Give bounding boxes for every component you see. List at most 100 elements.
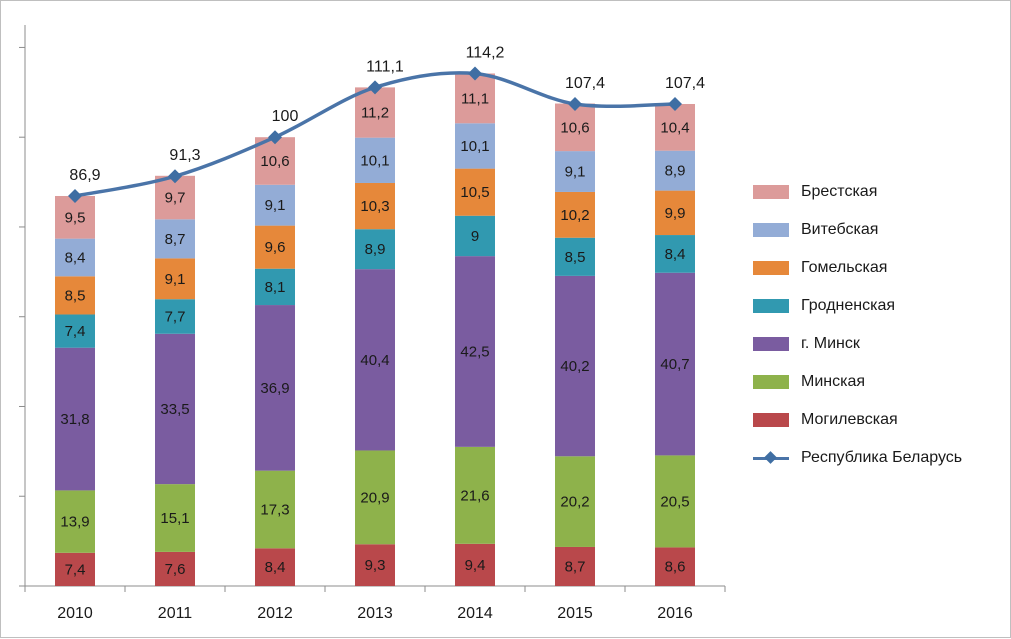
line-point-marker xyxy=(68,188,82,203)
bar-segment xyxy=(55,195,95,239)
bar-value-label: 8,4 xyxy=(265,559,286,576)
legend-swatch xyxy=(753,223,789,237)
line-value-label: 111,1 xyxy=(366,58,404,75)
bar-segment xyxy=(355,137,395,183)
bar-value-label: 40,2 xyxy=(560,358,589,375)
bar-segment xyxy=(255,137,295,185)
bar-segment xyxy=(255,305,295,471)
bar-segment xyxy=(555,103,595,152)
bar-segment xyxy=(255,225,295,269)
x-tick-label: 2011 xyxy=(158,605,193,622)
bar-value-label: 7,4 xyxy=(65,323,86,340)
legend-label: Гомельская xyxy=(801,259,888,276)
bar-value-label: 11,1 xyxy=(461,90,489,107)
bar-value-label: 9,1 xyxy=(265,197,286,214)
bar-value-label: 20,9 xyxy=(360,489,389,506)
bar-segment xyxy=(355,544,395,586)
legend-label: Гродненская xyxy=(801,297,896,314)
bar-value-label: 21,6 xyxy=(460,487,489,504)
legend-item: Брестская xyxy=(753,173,1003,211)
bar-segment xyxy=(155,484,195,552)
legend-swatch xyxy=(753,299,789,313)
bar-value-label: 10,3 xyxy=(360,198,389,215)
line-value-label: 91,3 xyxy=(169,147,200,164)
legend-line-marker xyxy=(753,451,789,465)
bar-segment xyxy=(455,73,495,124)
bar-value-label: 10,4 xyxy=(660,119,689,136)
legend-label: Витебская xyxy=(801,221,879,238)
bar-segment xyxy=(155,219,195,259)
line-point-marker xyxy=(568,96,582,111)
bar-segment xyxy=(555,275,595,457)
bar-segment xyxy=(55,490,95,553)
bar-value-label: 7,4 xyxy=(65,561,86,578)
bar-segment xyxy=(355,229,395,270)
bar-segment xyxy=(355,182,395,230)
bar-value-label: 9,6 xyxy=(265,239,286,256)
bar-value-label: 20,5 xyxy=(660,493,689,510)
bar-value-label: 36,9 xyxy=(260,380,289,397)
bar-value-label: 8,9 xyxy=(365,241,386,258)
bar-segment xyxy=(455,256,495,447)
bar-segment xyxy=(555,237,595,276)
bar-value-label: 31,8 xyxy=(60,411,89,428)
bar-value-label: 8,7 xyxy=(565,558,586,575)
legend-item: Витебская xyxy=(753,211,1003,249)
x-tick-label: 2016 xyxy=(657,605,693,622)
bar-segment xyxy=(155,333,195,485)
bar-value-label: 10,1 xyxy=(360,152,389,169)
bar-value-label: 10,1 xyxy=(460,138,489,155)
bar-value-label: 17,3 xyxy=(260,501,289,518)
bar-value-label: 9,7 xyxy=(165,190,186,207)
bar-value-label: 9,1 xyxy=(565,164,586,181)
bar-value-label: 8,6 xyxy=(665,559,686,576)
bar-value-label: 7,6 xyxy=(165,561,186,578)
x-tick-label: 2010 xyxy=(57,605,93,622)
legend-item: Гомельская xyxy=(753,249,1003,287)
line-point-marker xyxy=(368,80,382,95)
bar-value-label: 11,2 xyxy=(361,105,389,122)
legend-item: г. Минск xyxy=(753,325,1003,363)
bar-value-label: 10,5 xyxy=(460,184,489,201)
legend-item: Гродненская xyxy=(753,287,1003,325)
legend-swatch xyxy=(753,413,789,427)
bar-value-label: 7,7 xyxy=(165,308,186,325)
chart-legend: Брестская Витебская Гомельская Гродненская г… xyxy=(753,173,1003,477)
bar-segment xyxy=(455,215,495,257)
bar-value-label: 10,2 xyxy=(560,207,589,224)
bar-value-label: 9,3 xyxy=(365,557,386,574)
legend-label: г. Минск xyxy=(801,335,860,352)
bar-segment xyxy=(455,168,495,216)
bar-segment xyxy=(655,272,695,456)
line-value-label: 107,4 xyxy=(565,75,605,92)
line-value-label: 114,2 xyxy=(466,44,505,61)
legend-label: Минская xyxy=(801,373,866,390)
line-value-label: 107,4 xyxy=(665,75,705,92)
legend-label: Республика Беларусь xyxy=(801,449,963,466)
legend-item: Могилевская xyxy=(753,401,1003,439)
bar-value-label: 9,4 xyxy=(465,557,486,574)
bar-value-label: 9 xyxy=(471,228,479,245)
bar-segment xyxy=(655,235,695,273)
bar-segment xyxy=(255,268,295,306)
x-tick-label: 2013 xyxy=(357,605,393,622)
bar-segment xyxy=(455,446,495,544)
line-point-marker xyxy=(268,130,282,145)
bar-segment xyxy=(355,269,395,451)
bar-value-label: 15,1 xyxy=(160,510,189,527)
bar-value-label: 8,5 xyxy=(565,249,586,266)
bar-segment xyxy=(455,123,495,169)
bar-value-label: 42,5 xyxy=(460,344,489,361)
bar-segment xyxy=(155,551,195,586)
legend-label: Могилевская xyxy=(801,411,898,428)
bar-segment xyxy=(155,299,195,334)
bar-segment xyxy=(155,258,195,300)
bar-value-label: 10,6 xyxy=(260,153,289,170)
bar-segment xyxy=(55,276,95,315)
bar-segment xyxy=(55,552,95,586)
bar-segment xyxy=(555,151,595,192)
bar-segment xyxy=(555,191,595,238)
bar-segment xyxy=(55,238,95,277)
line-point-marker xyxy=(168,169,182,184)
